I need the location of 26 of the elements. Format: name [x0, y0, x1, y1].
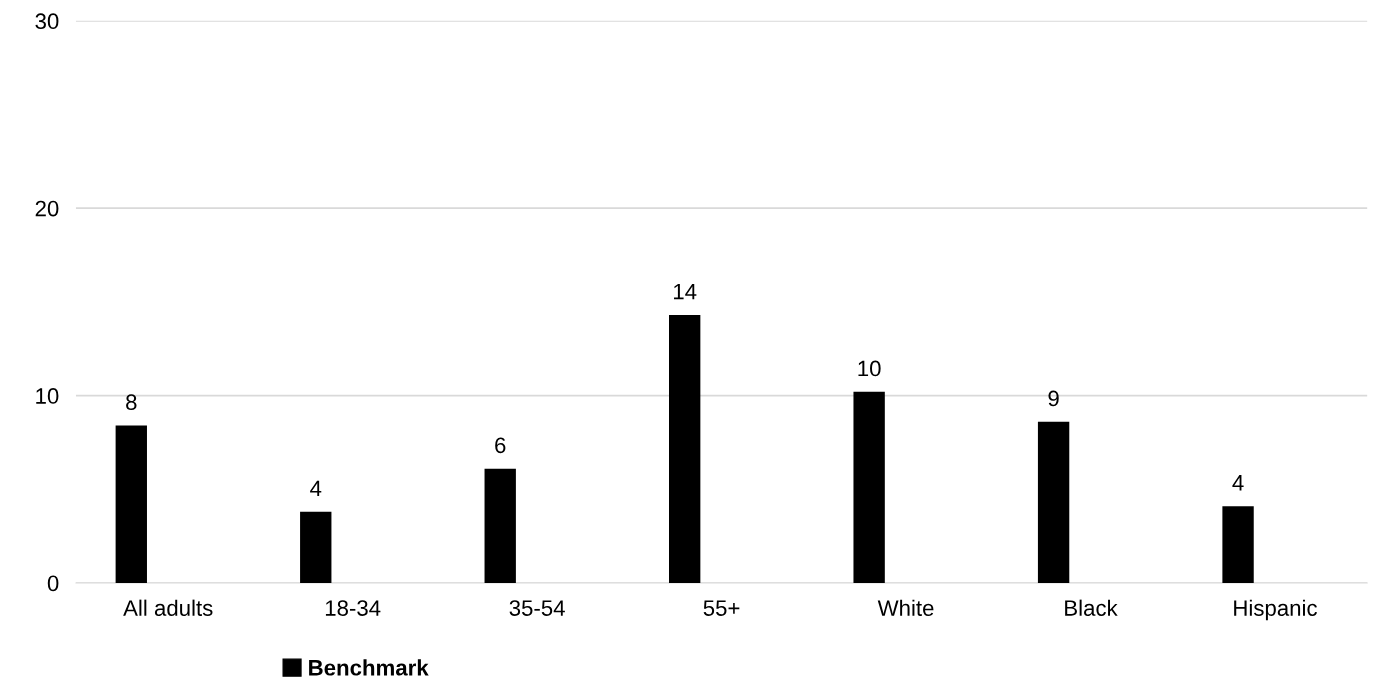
legend-label: Benchmark [309, 659, 429, 676]
x-tick-label: 55+ [703, 600, 740, 616]
bar [669, 315, 701, 583]
x-tick-label: Hispanic [1234, 599, 1317, 621]
data-label: 6 [495, 437, 506, 454]
x-tick-label: 35-54 [509, 600, 565, 616]
data-label: 4 [310, 480, 322, 497]
data-label: 9 [1048, 390, 1059, 407]
bar [853, 391, 885, 583]
y-tick-label: 20 [35, 200, 59, 217]
y-tick-label: 0 [47, 575, 59, 592]
x-tick-label: Black [1065, 599, 1118, 616]
data-label: 8 [126, 394, 137, 411]
data-label: 10 [858, 360, 881, 377]
bar [484, 468, 516, 583]
bar [1222, 506, 1254, 583]
y-tick-label: 30 [35, 13, 59, 30]
x-tick-label: White [877, 599, 934, 616]
bar [1037, 421, 1070, 583]
data-label: 14 [674, 284, 697, 300]
bar [300, 511, 332, 583]
x-tick-label: 18-34 [325, 600, 381, 616]
data-label: 4 [1232, 475, 1244, 491]
bar [115, 425, 147, 583]
y-tick-label: 10 [36, 388, 59, 404]
x-tick-label: All adults [123, 599, 213, 616]
